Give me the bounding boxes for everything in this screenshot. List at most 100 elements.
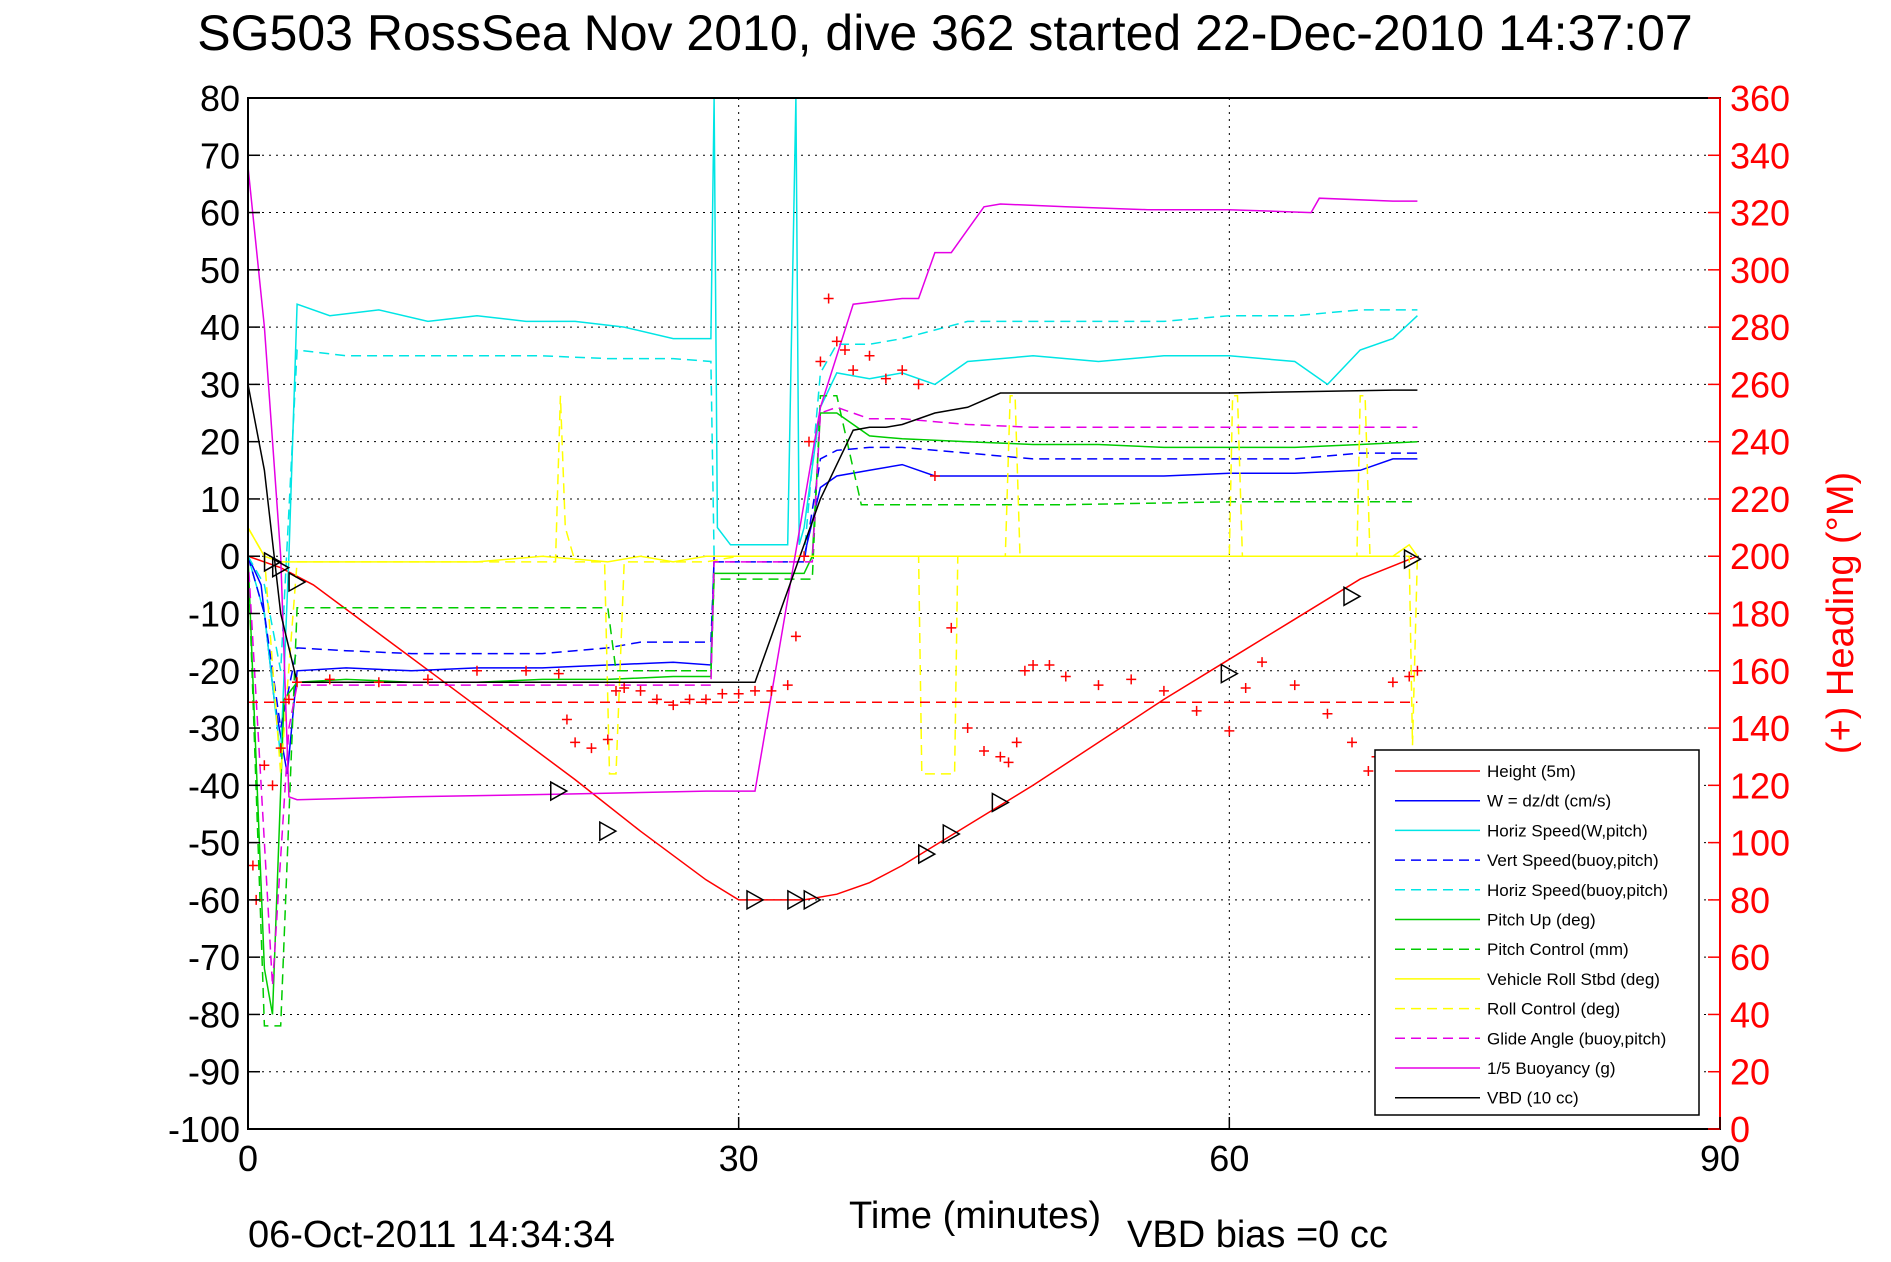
left-tick-label: 10: [200, 479, 240, 520]
right-tick-label: 160: [1730, 651, 1790, 692]
left-tick-label: 80: [200, 78, 240, 119]
heading-point: [979, 745, 989, 756]
heading-point: [733, 688, 744, 699]
legend-label: Horiz Speed(W,pitch): [1487, 821, 1648, 840]
left-tick-label: -100: [168, 1109, 240, 1150]
height-marker: [803, 889, 822, 911]
heading-point: [831, 336, 842, 347]
heading-point: [946, 622, 957, 633]
heading-point: [1191, 705, 1202, 716]
right-axis-label: (+) Heading (°M): [1820, 472, 1862, 754]
right-tick-label: 340: [1730, 135, 1790, 176]
heading-point: [864, 350, 875, 361]
legend-label: Glide Angle (buoy,pitch): [1487, 1029, 1666, 1048]
heading-point: [790, 631, 801, 642]
heading-point: [267, 780, 278, 791]
left-tick-label: -50: [188, 823, 240, 864]
series-line-11: [247, 384, 1418, 683]
heading-point: [766, 685, 777, 696]
series-line-3: [247, 446, 1418, 729]
heading-point: [1387, 677, 1398, 688]
series-line-10: [247, 166, 1418, 801]
height-marker: [787, 889, 806, 911]
chart-title: SG503 RossSea Nov 2010, dive 362 started…: [197, 5, 1692, 61]
left-tick-label: -20: [188, 651, 240, 692]
height-marker: [271, 557, 291, 578]
legend-label: Pitch Up (deg): [1487, 911, 1596, 930]
left-tick-label: -40: [188, 765, 240, 806]
heading-point: [471, 665, 482, 676]
heading-point: [553, 668, 564, 679]
heading-point: [1019, 665, 1030, 676]
left-tick-label: 0: [220, 536, 240, 577]
heading-point: [324, 674, 335, 685]
legend-label: VBD (10 cc): [1487, 1089, 1579, 1108]
left-tick-label: 70: [200, 135, 240, 176]
x-tick-label: 60: [1209, 1138, 1249, 1179]
right-tick-label: 220: [1730, 479, 1790, 520]
heading-point: [815, 356, 826, 367]
plot-markers: [247, 293, 1423, 911]
legend-label: 1/5 Buoyancy (g): [1487, 1059, 1616, 1078]
left-tick-label: -80: [188, 994, 240, 1035]
heading-point: [1126, 674, 1137, 685]
heading-point: [275, 743, 286, 754]
right-tick-label: 200: [1730, 536, 1790, 577]
right-tick-label: 360: [1730, 78, 1790, 119]
heading-point: [700, 694, 711, 705]
heading-point: [782, 680, 793, 691]
height-marker: [1343, 586, 1362, 607]
heading-point: [635, 685, 646, 696]
heading-point: [1347, 737, 1357, 748]
heading-point: [521, 665, 532, 676]
x-axis-label: Time (minutes): [849, 1195, 1101, 1237]
heading-point: [823, 293, 834, 304]
heading-point: [1322, 708, 1333, 719]
legend-label: Vehicle Roll Stbd (deg): [1487, 970, 1660, 989]
right-tick-label: 260: [1730, 364, 1790, 405]
right-tick-label: 40: [1730, 994, 1770, 1035]
right-tick-label: 0: [1730, 1109, 1750, 1150]
heading-point: [1412, 665, 1423, 676]
height-marker: [1403, 548, 1423, 570]
series-line-2: [247, 97, 1418, 757]
heading-point: [929, 471, 940, 482]
height-marker: [942, 823, 961, 845]
heading-point: [292, 677, 303, 688]
right-tick-label: 240: [1730, 422, 1790, 463]
left-tick-label: -70: [188, 937, 240, 978]
heading-point: [1093, 680, 1104, 691]
series-line-6: [247, 395, 1418, 1027]
heading-point: [799, 551, 810, 562]
heading-point: [422, 674, 433, 685]
heading-point: [611, 685, 621, 696]
heading-point: [880, 373, 891, 384]
right-tick-label: 20: [1730, 1052, 1770, 1093]
right-tick-label: 180: [1730, 594, 1790, 635]
heading-point: [913, 379, 924, 390]
heading-point: [283, 694, 294, 705]
height-marker: [991, 792, 1010, 813]
heading-point: [570, 737, 581, 748]
left-tick-label: 30: [200, 364, 240, 405]
chart-legend: Height (5m) W = dz/dt (cm/s) Horiz Speed(W…: [1374, 749, 1700, 1116]
right-tick-label: 80: [1730, 880, 1770, 921]
x-tick-label: 30: [719, 1138, 759, 1179]
right-tick-label: 300: [1730, 250, 1790, 291]
left-tick-label: -10: [188, 594, 240, 635]
right-tick-label: 320: [1730, 193, 1790, 234]
footer-vbd-bias: VBD bias =0 cc: [1127, 1214, 1388, 1256]
legend-label: W = dz/dt (cm/s): [1487, 792, 1611, 811]
legend-label: Roll Control (deg): [1487, 1000, 1620, 1019]
heading-point: [247, 860, 258, 871]
right-tick-label: 100: [1730, 823, 1790, 864]
legend-label: Pitch Control (mm): [1487, 940, 1629, 959]
heading-point: [684, 694, 695, 705]
left-axis-ticks: 80 70 60 50 40 30 20 10 0 -10 -20 -30 -40 -50 -60 -70 -8…: [168, 78, 260, 1150]
right-tick-label: 140: [1730, 708, 1790, 749]
heading-point: [373, 677, 384, 688]
height-marker: [918, 843, 937, 865]
heading-point: [995, 751, 1006, 762]
legend-box: [1374, 749, 1700, 1116]
